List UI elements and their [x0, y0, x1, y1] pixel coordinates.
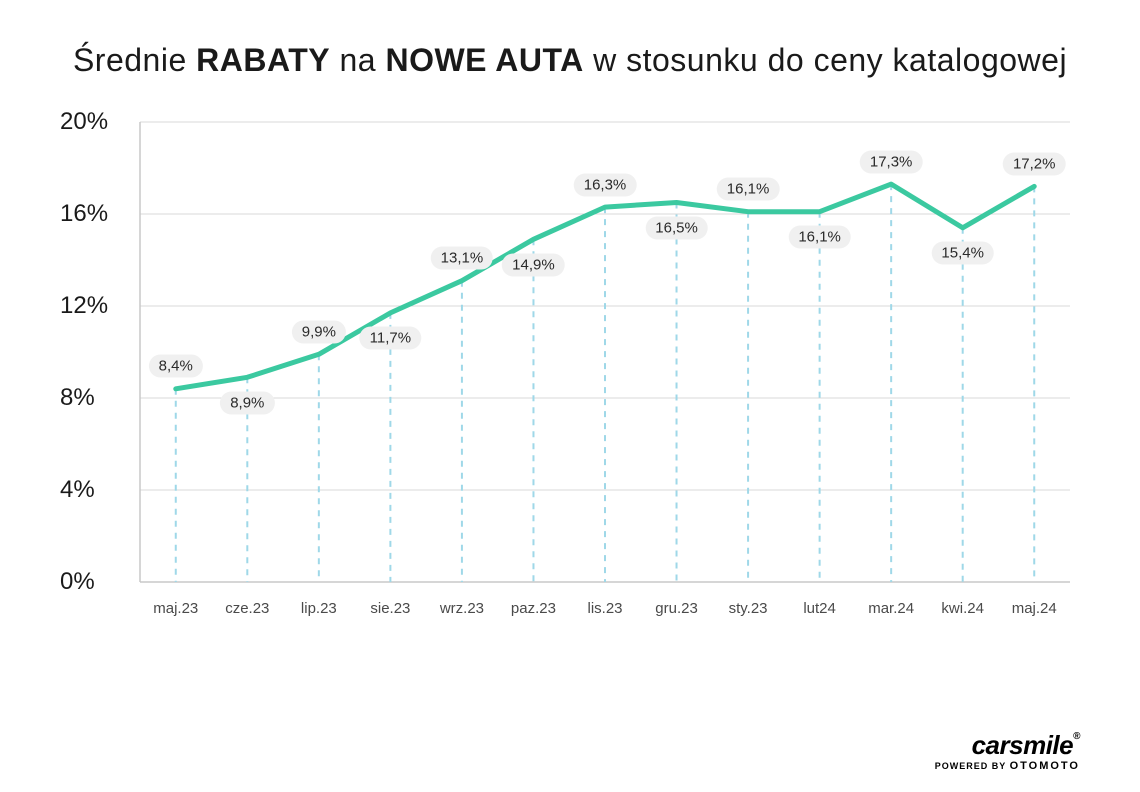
title-bold1: RABATY	[196, 42, 330, 78]
logo-sub: POWERED BY OTOMOTO	[935, 760, 1080, 772]
brand-logo: carsmile® POWERED BY OTOMOTO	[935, 732, 1080, 772]
data-point-label: 17,2%	[1003, 152, 1066, 175]
x-tick-label: maj.23	[153, 600, 198, 617]
x-tick-label: lis.23	[587, 600, 622, 617]
y-tick-label: 16%	[60, 200, 108, 228]
data-point-label: 16,1%	[788, 226, 851, 249]
title-mid: na	[330, 42, 385, 78]
data-point-label: 8,4%	[149, 355, 203, 378]
x-tick-label: mar.24	[868, 600, 914, 617]
title-prefix: Średnie	[73, 42, 196, 78]
chart-container: Średnie RABATY na NOWE AUTA w stosunku d…	[0, 0, 1140, 792]
data-point-label: 16,5%	[645, 217, 708, 240]
logo-main: carsmile®	[935, 732, 1080, 758]
data-point-label: 9,9%	[292, 320, 346, 343]
logo-reg: ®	[1073, 731, 1080, 742]
data-point-label: 13,1%	[431, 247, 494, 270]
data-point-label: 15,4%	[931, 242, 994, 265]
y-tick-label: 12%	[60, 292, 108, 320]
data-point-label: 8,9%	[220, 391, 274, 414]
x-tick-label: sty.23	[729, 600, 768, 617]
data-point-label: 16,3%	[574, 173, 637, 196]
logo-text: carsmile	[972, 730, 1074, 760]
x-tick-label: sie.23	[370, 600, 410, 617]
x-tick-label: paz.23	[511, 600, 556, 617]
data-point-label: 11,7%	[360, 327, 421, 350]
logo-partner: OTOMOTO	[1010, 760, 1080, 772]
data-point-label: 16,1%	[717, 178, 780, 201]
x-tick-label: gru.23	[655, 600, 698, 617]
x-tick-label: lut24	[803, 600, 836, 617]
data-point-label: 17,3%	[860, 150, 923, 173]
chart-area: 0%4%8%12%16%20%maj.23cze.23lip.23sie.23w…	[60, 112, 1080, 632]
x-tick-label: lip.23	[301, 600, 337, 617]
logo-powered: POWERED BY	[935, 761, 1006, 771]
x-tick-label: maj.24	[1012, 600, 1057, 617]
chart-title: Średnie RABATY na NOWE AUTA w stosunku d…	[60, 40, 1080, 82]
y-tick-label: 8%	[60, 384, 95, 412]
x-tick-label: kwi.24	[941, 600, 984, 617]
x-tick-label: cze.23	[225, 600, 269, 617]
y-tick-label: 4%	[60, 476, 95, 504]
title-bold2: NOWE AUTA	[385, 42, 583, 78]
x-tick-label: wrz.23	[440, 600, 484, 617]
data-point-label: 14,9%	[502, 253, 565, 276]
y-tick-label: 20%	[60, 108, 108, 136]
title-suffix: w stosunku do ceny katalogowej	[584, 42, 1067, 78]
y-tick-label: 0%	[60, 568, 95, 596]
